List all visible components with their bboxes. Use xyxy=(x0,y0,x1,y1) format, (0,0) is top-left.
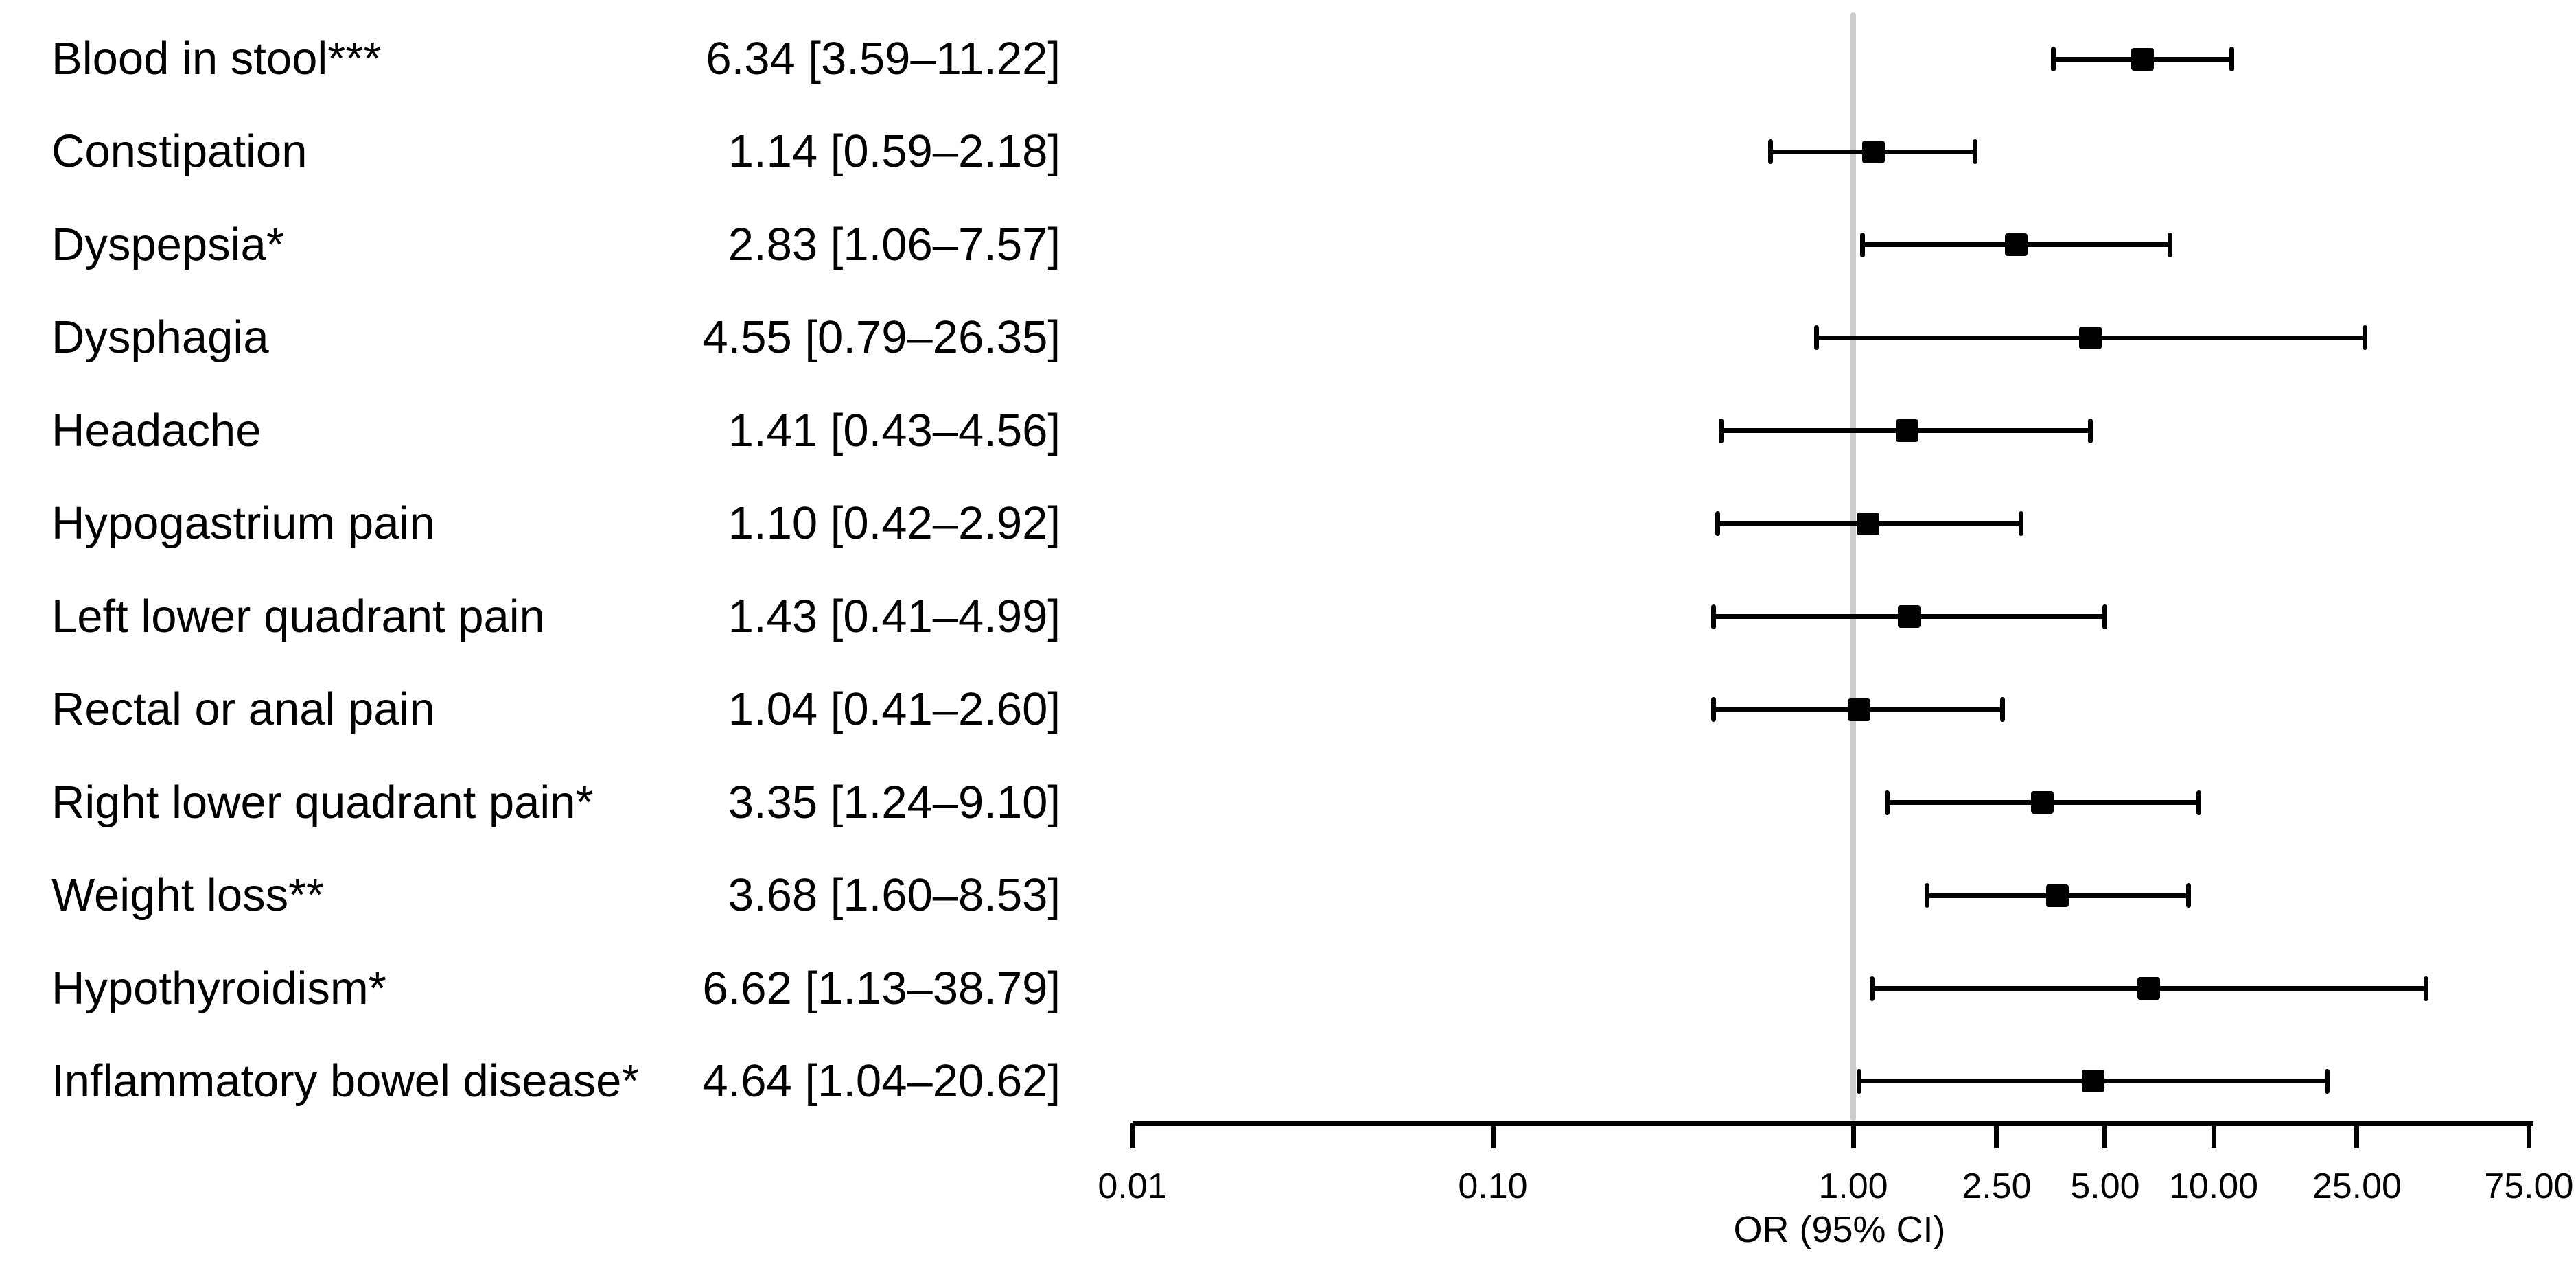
or-marker xyxy=(2004,233,2028,257)
ci-cap-high xyxy=(2423,976,2428,1001)
ci-cap-low xyxy=(1711,604,1717,629)
ci-cap-high xyxy=(2102,604,2107,629)
row-estimate: 3.68 [1.60–8.53] xyxy=(728,869,1060,921)
x-axis-title: OR (95% CI) xyxy=(1733,1209,1946,1250)
ci-cap-low xyxy=(1719,418,1724,443)
ci-cap-low xyxy=(1711,697,1717,723)
ci-cap-low xyxy=(1870,976,1875,1001)
x-axis-tick-label: 1.00 xyxy=(1818,1166,1888,1206)
or-marker xyxy=(2045,884,2069,907)
row-label: Left lower quadrant pain xyxy=(51,590,545,642)
x-axis-tick-label: 75.00 xyxy=(2484,1166,2574,1206)
or-marker xyxy=(2137,977,2161,1000)
row-estimate: 1.41 [0.43–4.56] xyxy=(728,404,1060,456)
row-label: Inflammatory bowel disease* xyxy=(51,1055,640,1107)
reference-line-or-1 xyxy=(1850,12,1856,1121)
ci-cap-low xyxy=(1768,139,1774,165)
ci-cap-high xyxy=(2000,697,2006,723)
ci-cap-high xyxy=(2186,883,2192,908)
row-estimate: 1.14 [0.59–2.18] xyxy=(728,126,1060,178)
row-label: Constipation xyxy=(51,126,308,178)
or-marker xyxy=(2131,47,2154,71)
or-marker xyxy=(2031,791,2054,814)
x-axis-tick xyxy=(1850,1123,1856,1148)
ci-cap-high xyxy=(2168,232,2173,257)
x-axis-tick-label: 10.00 xyxy=(2168,1166,2259,1206)
row-estimate: 4.64 [1.04–20.62] xyxy=(702,1055,1060,1107)
row-estimate: 1.43 [0.41–4.99] xyxy=(728,590,1060,642)
or-marker xyxy=(2082,1070,2105,1093)
row-label: Hypothyroidism* xyxy=(51,962,386,1014)
row-label: Weight loss** xyxy=(51,869,325,921)
or-marker xyxy=(1898,605,1921,629)
row-estimate: 2.83 [1.06–7.57] xyxy=(728,218,1060,270)
row-label: Dysphagia xyxy=(51,312,269,364)
or-marker xyxy=(1862,140,1885,163)
x-axis-tick xyxy=(2211,1123,2216,1148)
ci-cap-high xyxy=(2196,790,2201,815)
ci-cap-high xyxy=(2363,325,2368,351)
x-axis-tick-label: 0.10 xyxy=(1458,1166,1528,1206)
x-axis-tick-label: 5.00 xyxy=(2070,1166,2140,1206)
x-axis-tick xyxy=(2526,1123,2531,1148)
row-label: Rectal or anal pain xyxy=(51,683,435,736)
x-axis-tick xyxy=(1490,1123,1496,1148)
ci-cap-low xyxy=(1857,1068,1862,1094)
ci-cap-low xyxy=(1859,232,1865,257)
row-label: Hypogastrium pain xyxy=(51,497,435,550)
or-marker xyxy=(1895,419,1918,443)
x-axis-tick-label: 2.50 xyxy=(1962,1166,2032,1206)
ci-cap-low xyxy=(1715,511,1720,537)
x-axis-line xyxy=(1133,1120,2534,1126)
x-axis-tick-label: 0.01 xyxy=(1098,1166,1168,1206)
or-marker xyxy=(2078,326,2102,349)
row-label: Dyspepsia* xyxy=(51,218,284,270)
ci-cap-high xyxy=(2229,47,2234,71)
or-marker xyxy=(1848,698,1871,721)
ci-cap-low xyxy=(1813,325,1819,351)
row-label: Right lower quadrant pain* xyxy=(51,776,594,828)
row-estimate: 1.10 [0.42–2.92] xyxy=(728,497,1060,550)
x-axis-tick-label: 25.00 xyxy=(2312,1166,2402,1206)
ci-cap-high xyxy=(2088,418,2093,443)
ci-cap-high xyxy=(2324,1068,2330,1094)
row-estimate: 6.62 [1.13–38.79] xyxy=(702,962,1060,1014)
row-estimate: 3.35 [1.24–9.10] xyxy=(728,776,1060,828)
ci-cap-low xyxy=(1884,790,1890,815)
x-axis-tick xyxy=(2102,1123,2108,1148)
row-label: Headache xyxy=(51,404,262,456)
row-label: Blood in stool*** xyxy=(51,33,382,84)
ci-cap-low xyxy=(2050,47,2056,71)
row-estimate: 4.55 [0.79–26.35] xyxy=(702,312,1060,364)
ci-cap-high xyxy=(1973,139,1978,165)
x-axis-tick xyxy=(1994,1123,1999,1148)
x-axis-tick xyxy=(1130,1123,1135,1148)
or-marker xyxy=(1857,512,1880,535)
row-estimate: 6.34 [3.59–11.22] xyxy=(706,33,1060,84)
row-estimate: 1.04 [0.41–2.60] xyxy=(728,683,1060,736)
x-axis-tick xyxy=(2354,1123,2360,1148)
ci-cap-high xyxy=(2018,511,2023,537)
ci-cap-low xyxy=(1924,883,1929,908)
